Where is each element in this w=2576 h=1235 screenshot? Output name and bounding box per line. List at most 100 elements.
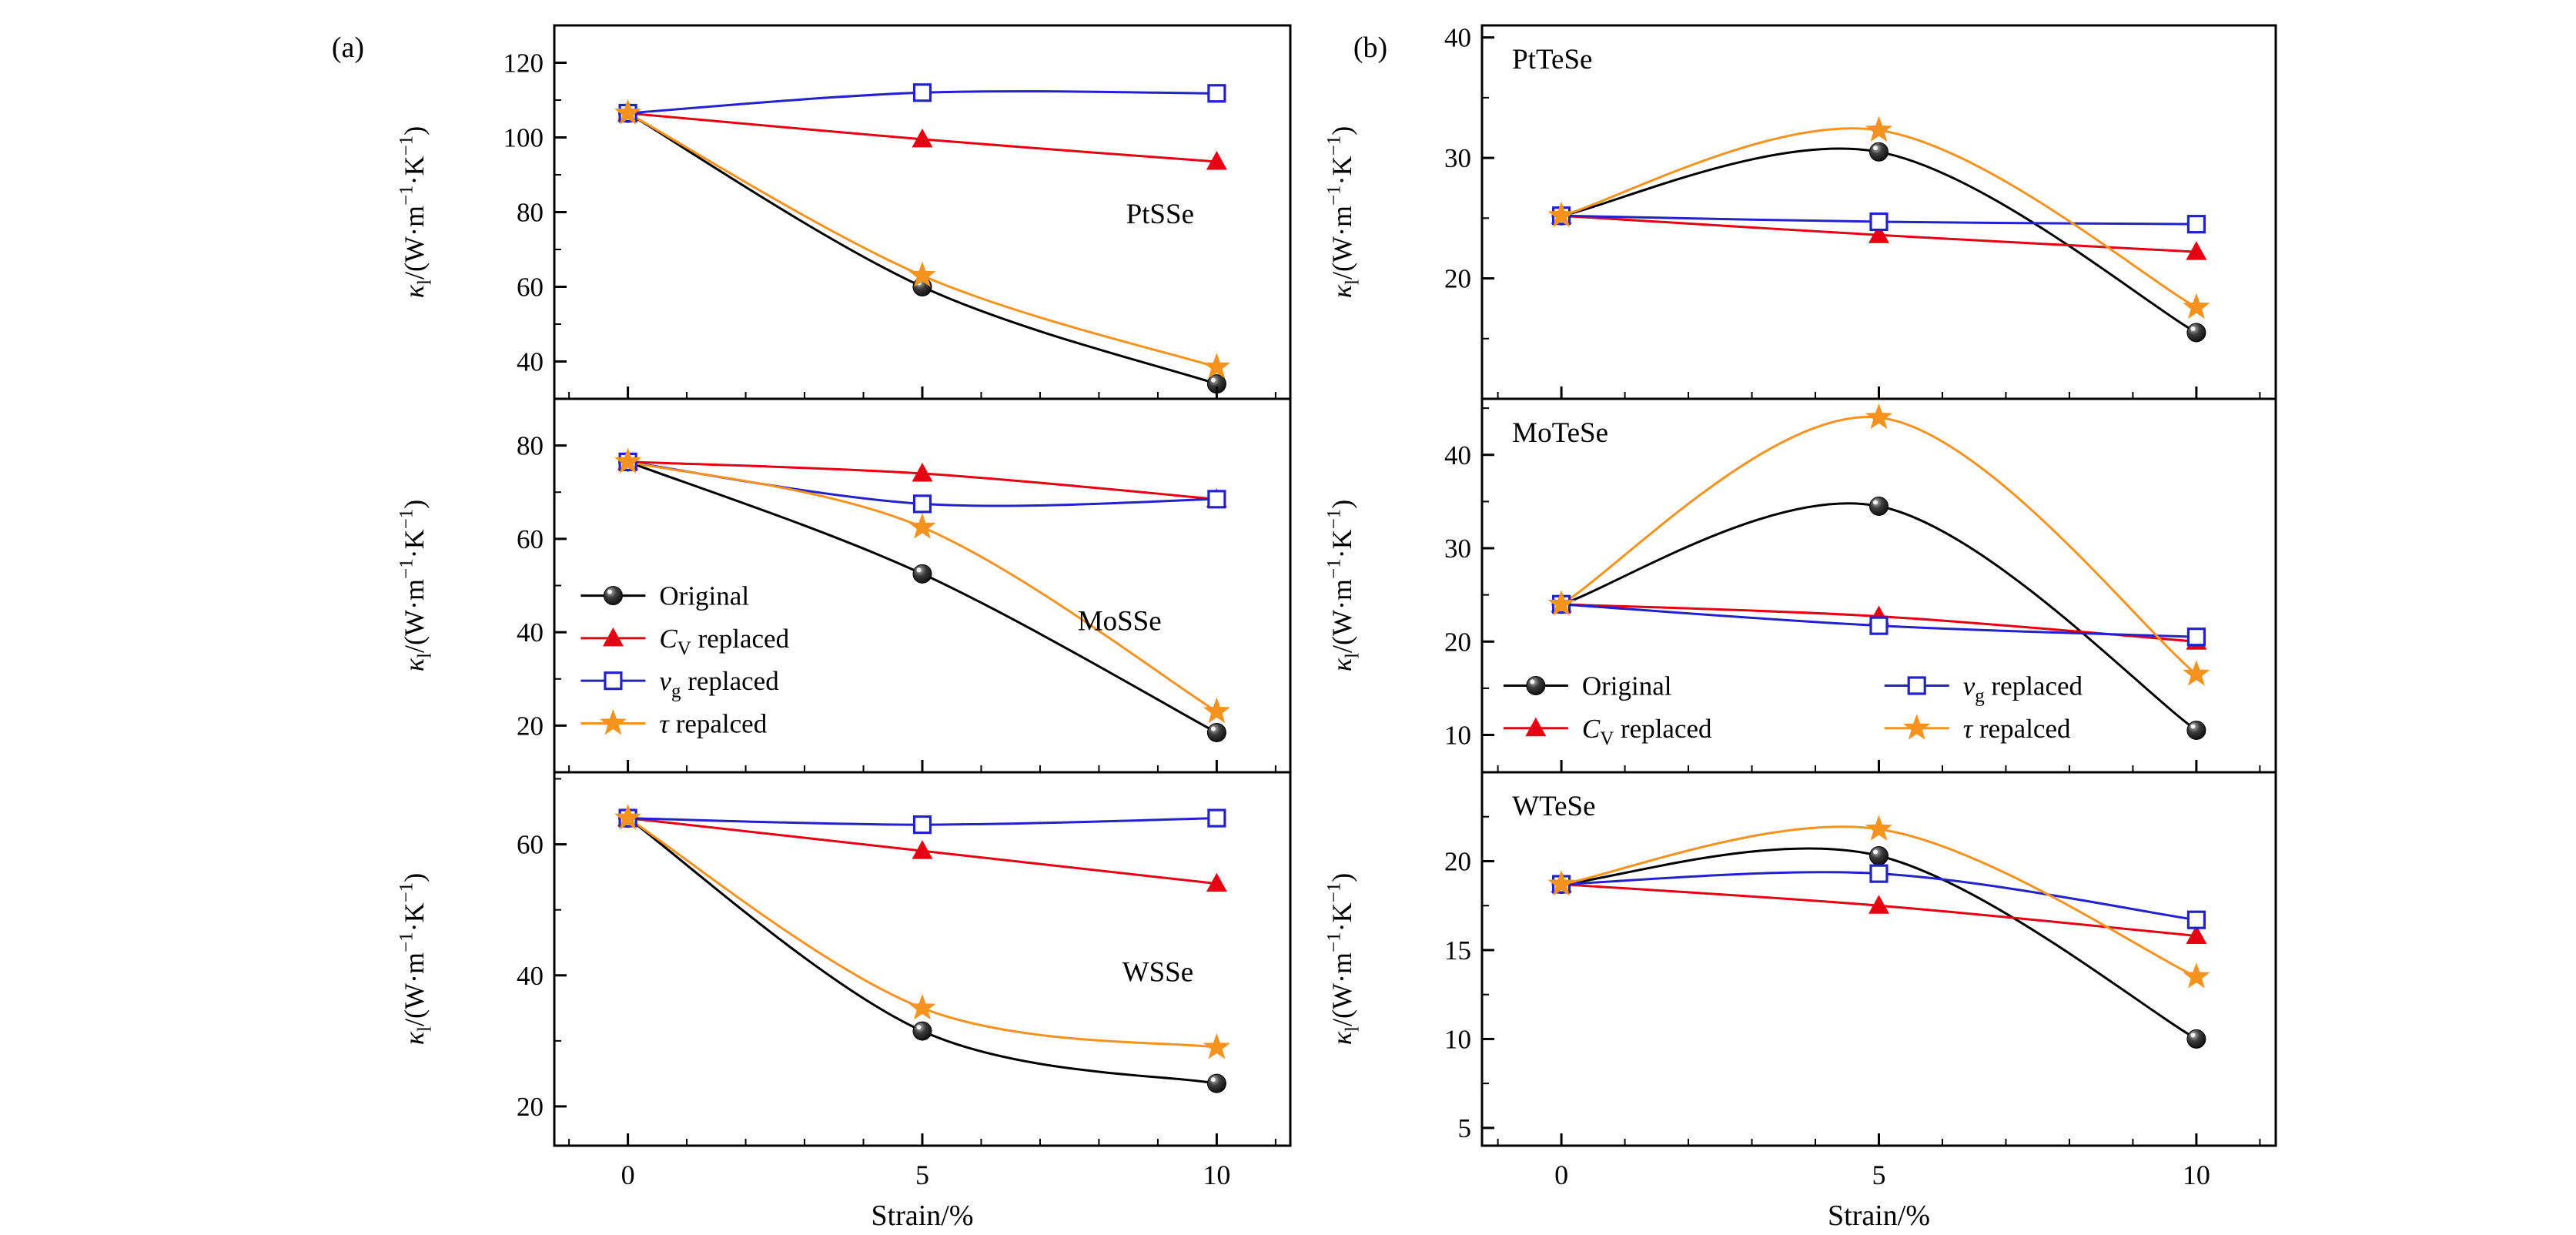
legend-label-vg: vg replaced: [1963, 671, 2083, 706]
y-axis-label: κl/(W·m−1·K−1): [396, 126, 436, 298]
series-markers: [614, 447, 1230, 742]
ball-glint: [2190, 326, 2196, 331]
y-tick-label: 20: [1444, 264, 1471, 294]
tau-star-marker: [1203, 1033, 1230, 1059]
x-axis-label: Strain/%: [1828, 1200, 1930, 1232]
tau-star-marker: [1547, 590, 1575, 616]
ball-glint: [1873, 500, 1878, 505]
original-ball-marker: [2186, 323, 2206, 343]
x-tick-label: 0: [621, 1160, 635, 1190]
vg-square-marker: [1907, 676, 1926, 695]
tau-star-marker: [2183, 660, 2210, 686]
legend-entry-cv: CV replaced: [580, 624, 790, 659]
series-markers: [614, 804, 1230, 1093]
tau-star-marker: [614, 447, 642, 474]
cv-triangle-marker: [1206, 151, 1227, 170]
vg-square-marker: [1207, 490, 1226, 509]
legend-entry-vg: vg replaced: [1884, 671, 2083, 707]
y-ticks: 5 10 15 20: [1444, 771, 1494, 1143]
original-ball-marker: [1206, 722, 1226, 742]
vg-square-marker: [1869, 864, 1889, 883]
tau-star-marker: [1903, 714, 1931, 740]
panel-pttese: 20 30 40 κl/(W·m−1·K−1) PtTeSe: [1324, 23, 2277, 400]
ball-glint: [1873, 849, 1878, 855]
y-tick-label: 60: [517, 273, 544, 303]
tau-star-marker: [1203, 697, 1230, 724]
y-axis-label: κl/(W·m−1·K−1): [1324, 873, 1363, 1045]
ball-glint: [1873, 146, 1878, 151]
original-ball-marker: [1869, 142, 1889, 162]
vg-square-marker: [1207, 84, 1226, 103]
x-ticks: [568, 1133, 1276, 1146]
original-ball-marker: [2186, 720, 2206, 740]
x-ticks: [568, 387, 1276, 399]
vg-square-marker: [912, 494, 932, 514]
cv-triangle-marker: [2186, 241, 2207, 260]
y-tick-label: 20: [517, 711, 544, 741]
tau-star-marker: [614, 804, 642, 830]
y-tick-label: 10: [1444, 1024, 1471, 1054]
y-tick-label: 40: [1444, 23, 1471, 53]
ball-glint: [1530, 679, 1535, 684]
y-ticks: 20 40 60 80: [517, 398, 567, 773]
panel-mosse: 20 40 60 80 κl/(W·m−1·K−1) MoSSe: [396, 397, 1292, 774]
axes-box: [1480, 397, 2277, 774]
figure-tag-a: (a): [332, 32, 364, 64]
vg-square-marker: [2186, 215, 2206, 234]
y-tick-label: 60: [517, 524, 544, 554]
ball-glint: [916, 1025, 922, 1030]
y-tick-label: 80: [517, 431, 544, 461]
y-tick-label: 30: [1444, 143, 1471, 173]
x-tick-label: 5: [1872, 1160, 1886, 1190]
ball-glint: [916, 567, 922, 573]
series-markers: [1547, 403, 2210, 740]
original-ball-marker: [603, 586, 623, 606]
cv-triangle-marker: [1868, 895, 1889, 914]
cv-triangle-marker: [1525, 717, 1547, 737]
series-markers: [614, 83, 1230, 394]
tau-star-marker: [1865, 115, 1893, 142]
tau-star-marker: [1203, 353, 1230, 379]
x-axis-label: Strain/%: [871, 1200, 974, 1232]
vg-square-marker: [2186, 910, 2206, 929]
x-tick-label: 10: [2183, 1160, 2210, 1190]
tau-star-marker: [1865, 403, 1893, 430]
y-tick-label: 20: [1444, 846, 1471, 876]
ball-glint: [1210, 377, 1216, 383]
y-axis-label: κl/(W·m−1·K−1): [396, 873, 436, 1045]
cv-triangle-marker: [602, 627, 624, 647]
panel-title-pttese: PtTeSe: [1512, 44, 1592, 75]
y-ticks: 20 40 60: [517, 778, 567, 1122]
legend-a: Original CV replaced vg replaced τ repalced: [580, 581, 790, 738]
y-tick-label: 10: [1444, 721, 1471, 751]
original-ball-marker: [912, 1021, 932, 1041]
y-ticks: 10 20 30 40: [1444, 407, 1494, 751]
legend-label-original: Original: [1582, 671, 1672, 701]
panel-wtese: 5 10 15 20 κl/(W·m−1·K−1) WTeSe: [1324, 771, 2277, 1147]
tau-star-marker: [1547, 201, 1575, 228]
legend-entry-tau: τ repalced: [1884, 714, 2071, 744]
y-axis-label: κl/(W·m−1·K−1): [1324, 126, 1363, 298]
vg-square-marker: [1869, 616, 1889, 635]
ball-glint: [1210, 1077, 1216, 1083]
series-markers: [1547, 815, 2210, 1049]
y-axis-label: κl/(W·m−1·K−1): [1324, 500, 1363, 671]
y-tick-label: 5: [1458, 1113, 1472, 1143]
original-ball-marker: [1526, 675, 1546, 695]
y-ticks: 40 60 80 100 120: [503, 25, 567, 400]
series-markers: [1547, 115, 2210, 343]
panel-title-motese: MoTeSe: [1512, 417, 1608, 449]
figure-b-bottom-axis: 0 5 10 Strain/%: [1554, 1160, 2210, 1232]
x-tick-label: 0: [1554, 1160, 1568, 1190]
legend-label-original: Original: [659, 581, 749, 611]
y-tick-label: 40: [517, 618, 544, 648]
tau-star-marker: [2183, 962, 2210, 989]
legend-label-vg: vg replaced: [659, 666, 779, 701]
legend-label-tau: τ repalced: [659, 708, 767, 738]
y-tick-label: 40: [1444, 440, 1471, 470]
axes-box: [1480, 24, 2277, 400]
ball-glint: [607, 589, 612, 594]
x-ticks: [1497, 387, 2261, 399]
cv-triangle-marker: [912, 128, 933, 148]
panel-title-ptsse: PtSSe: [1126, 199, 1194, 230]
